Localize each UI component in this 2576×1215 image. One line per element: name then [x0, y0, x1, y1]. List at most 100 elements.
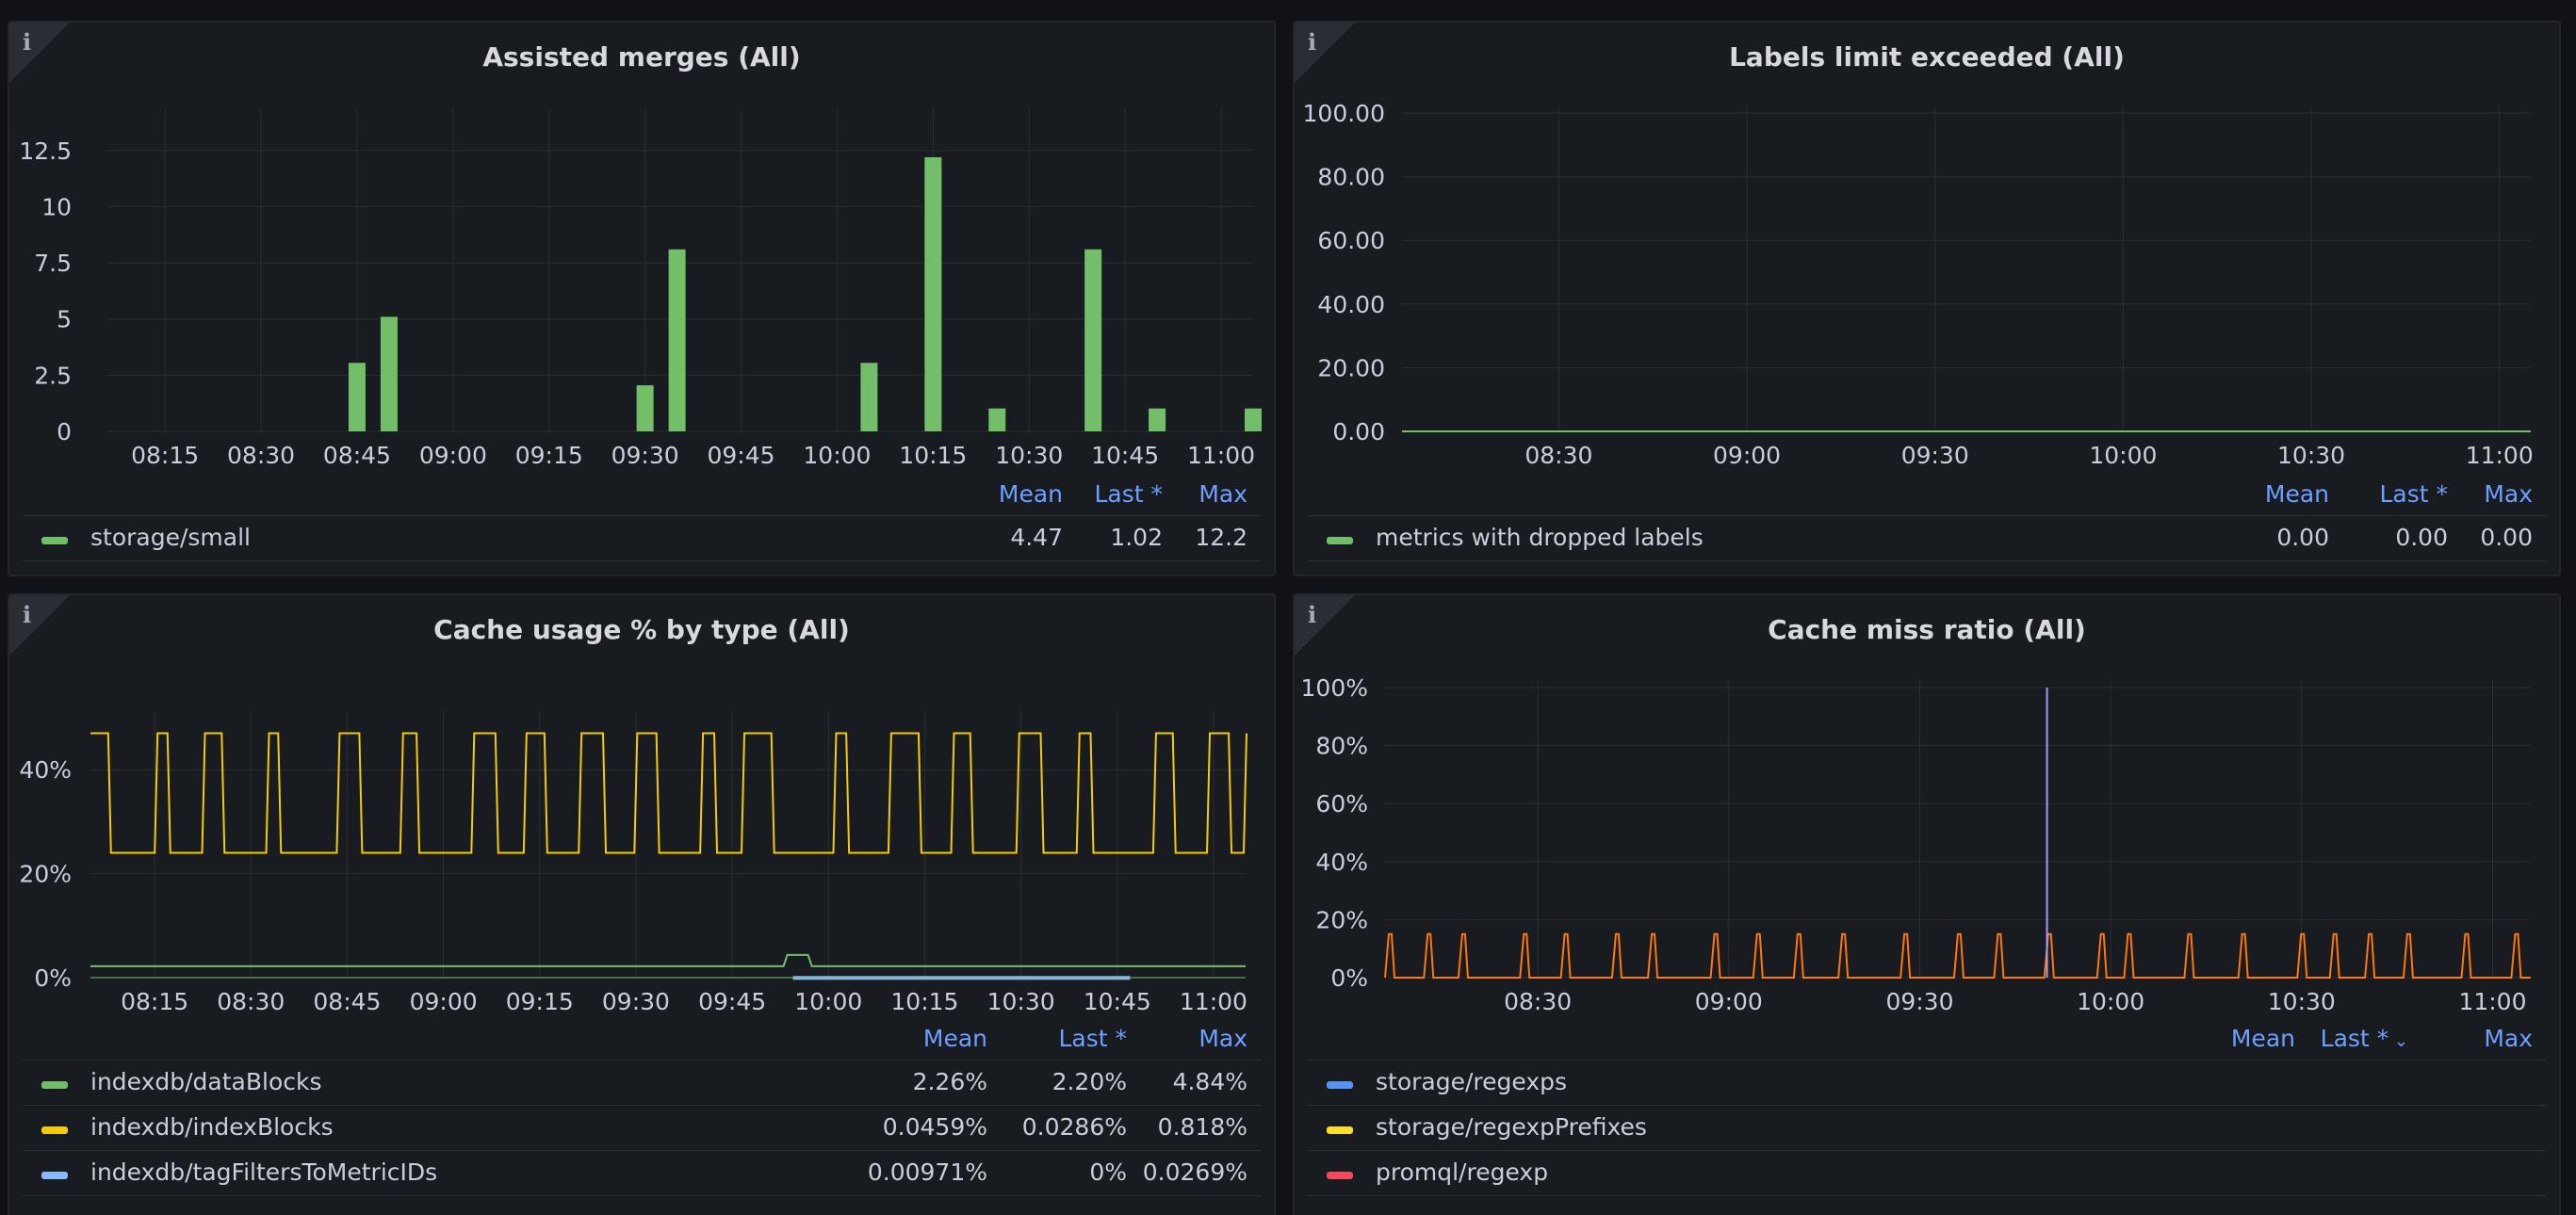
x-tick-label: 10:30 [987, 988, 1055, 1015]
bar [988, 408, 1006, 431]
series-max: 0.00 [2480, 524, 2533, 551]
x-tick-label: 09:45 [698, 988, 766, 1015]
bar [1245, 408, 1262, 431]
legend-header: Mean Last * ⌄ Max [1308, 1019, 2546, 1061]
series-line-datablocks [90, 953, 1246, 967]
y-tick-label: 20.00 [1317, 354, 1385, 381]
legend-header-last[interactable]: Last * [1058, 1025, 1127, 1052]
x-tick-label: 09:15 [515, 442, 583, 469]
series-max: 4.84% [1172, 1068, 1247, 1095]
legend-header-last[interactable]: Last * [1094, 480, 1163, 508]
legend-header: Mean Last * Max [1308, 475, 2546, 516]
legend-header-last[interactable]: Last * ⌄ [2321, 1025, 2408, 1052]
legend-row[interactable]: storage/regexpPrefixes [1308, 1106, 2546, 1151]
series-max: 12.2 [1195, 524, 1247, 551]
x-tick-label: 10:00 [2077, 988, 2144, 1015]
bar [348, 363, 366, 431]
series-swatch [1327, 1081, 1353, 1089]
legend-row[interactable]: indexdb/tagFiltersToMetricIDs 0.00971% 0… [23, 1151, 1261, 1196]
series-name: promql/regexp [1376, 1158, 1549, 1186]
series-last: 0.00 [2395, 524, 2448, 551]
cache-miss-chart: 0% 20% 40% 60% 80% 100% 08:30 09:00 09:30 10:00 10… [1301, 674, 2531, 1015]
legend-header-max[interactable]: Max [1198, 480, 1247, 508]
bar [636, 385, 654, 431]
info-icon[interactable]: i [1308, 601, 1317, 628]
y-tick-label: 7.5 [34, 250, 72, 277]
series-name: indexdb/indexBlocks [90, 1113, 334, 1141]
series-swatch [1327, 537, 1353, 544]
y-tick-label: 40% [19, 756, 72, 784]
y-tick-label: 60% [1315, 790, 1368, 818]
x-tick-label: 11:00 [1180, 988, 1247, 1015]
y-tick-label: 0% [1330, 964, 1368, 992]
y-tick-label: 5 [57, 306, 72, 333]
legend-row[interactable]: storage/small 4.47 1.02 12.2 [23, 516, 1261, 561]
y-tick-label: 100% [1301, 674, 1368, 702]
panel-labels-limit-exceeded: i Labels limit exceeded (All) 0.00 20.00 4… [1293, 21, 2561, 576]
legend-header-max[interactable]: Max [1198, 1025, 1247, 1052]
x-tick-label: 09:30 [1885, 988, 1953, 1015]
series-line-indexblocks [90, 732, 1247, 854]
chevron-down-icon: ⌄ [2389, 1031, 2408, 1051]
x-tick-label: 09:30 [1901, 442, 1969, 469]
bar [1084, 249, 1102, 431]
series-name: indexdb/dataBlocks [90, 1068, 322, 1095]
x-tick-label: 08:15 [131, 442, 199, 469]
legend-header-mean[interactable]: Mean [2264, 480, 2329, 508]
x-tick-label: 08:30 [1524, 442, 1592, 469]
x-tick-label: 09:30 [611, 442, 679, 469]
x-tick-label: 10:00 [794, 988, 862, 1015]
legend-header-mean[interactable]: Mean [998, 480, 1063, 508]
y-tick-label: 0% [34, 964, 72, 992]
x-tick-label: 10:45 [1091, 442, 1159, 469]
legend-header-max[interactable]: Max [2484, 1025, 2533, 1052]
x-tick-label: 09:00 [419, 442, 487, 469]
legend-header-max[interactable]: Max [2484, 480, 2533, 508]
legend-row[interactable]: metrics with dropped labels 0.00 0.00 0.… [1308, 516, 2546, 561]
legend-header-last[interactable]: Last * [2379, 480, 2448, 508]
x-tick-label: 11:00 [2458, 988, 2526, 1015]
x-tick-label: 09:00 [410, 988, 478, 1015]
x-tick-label: 10:15 [890, 988, 958, 1015]
legend: Mean Last * Max storage/small 4.47 1.02 … [23, 475, 1261, 561]
x-tick-label: 11:00 [1187, 442, 1255, 469]
bar [668, 249, 686, 431]
x-tick-label: 10:30 [2277, 442, 2345, 469]
series-swatch [41, 537, 68, 544]
series-swatch [41, 1172, 68, 1179]
x-tick-label: 09:00 [1695, 988, 1763, 1015]
legend-header: Mean Last * Max [23, 1019, 1261, 1061]
y-tick-label: 20% [1315, 906, 1368, 933]
info-icon[interactable]: i [23, 28, 32, 56]
panel-cache-usage: i Cache usage % by type (All) 0% 20% 40% 08… [8, 593, 1276, 1215]
panel-corner [1295, 595, 1355, 656]
x-tick-label: 08:30 [227, 442, 295, 469]
panel-corner [1295, 23, 1355, 83]
cache-usage-chart: 0% 20% 40% 08:15 08:30 08:45 09:00 09:15 09:30 09… [19, 710, 1247, 1015]
legend-header: Mean Last * Max [23, 475, 1261, 516]
bar [860, 363, 878, 431]
info-icon[interactable]: i [1308, 28, 1317, 56]
legend-header-mean[interactable]: Mean [2230, 1025, 2295, 1052]
series-name: storage/small [90, 524, 251, 551]
legend: Mean Last * ⌄ Max storage/regexps storag… [1308, 1019, 2546, 1196]
legend-row[interactable]: promql/regexp [1308, 1151, 2546, 1196]
panel-title[interactable]: Labels limit exceeded (All) [1729, 41, 2125, 73]
series-name: indexdb/tagFiltersToMetricIDs [90, 1158, 438, 1186]
series-mean: 4.47 [1010, 524, 1063, 551]
panel-corner [9, 23, 70, 83]
x-tick-label: 10:00 [2089, 442, 2157, 469]
panel-title[interactable]: Assisted merges (All) [482, 41, 801, 73]
info-icon[interactable]: i [23, 601, 32, 628]
bar [380, 316, 398, 431]
legend-row[interactable]: indexdb/indexBlocks 0.0459% 0.0286% 0.81… [23, 1106, 1261, 1151]
y-tick-label: 2.5 [34, 362, 72, 389]
panel-title[interactable]: Cache miss ratio (All) [1768, 614, 2086, 645]
legend-row[interactable]: storage/regexps [1308, 1061, 2546, 1106]
y-tick-label: 40% [1315, 849, 1368, 876]
series-mean: 0.0459% [882, 1113, 987, 1141]
panel-title[interactable]: Cache usage % by type (All) [433, 614, 850, 645]
legend-header-last-label: Last * [2320, 1025, 2389, 1052]
legend-row[interactable]: indexdb/dataBlocks 2.26% 2.20% 4.84% [23, 1061, 1261, 1106]
legend-header-mean[interactable]: Mean [922, 1025, 987, 1052]
